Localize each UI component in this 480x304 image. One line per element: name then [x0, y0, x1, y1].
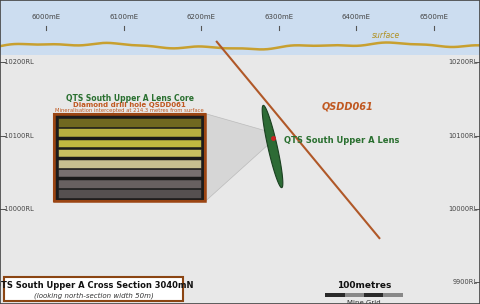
- Text: surface: surface: [372, 31, 400, 40]
- Text: (looking north-section width 50m): (looking north-section width 50m): [34, 292, 154, 299]
- Text: 6200mE: 6200mE: [187, 14, 216, 20]
- Bar: [58, 189, 201, 198]
- Text: 10200RL: 10200RL: [448, 59, 478, 65]
- Polygon shape: [205, 113, 269, 202]
- FancyBboxPatch shape: [4, 277, 183, 301]
- Bar: [54, 113, 205, 202]
- Text: 6500mE: 6500mE: [419, 14, 448, 20]
- Bar: [58, 179, 201, 188]
- Text: 6100mE: 6100mE: [109, 14, 138, 20]
- Bar: [54, 113, 205, 202]
- Text: Mine Grid: Mine Grid: [347, 300, 381, 304]
- Bar: [383, 293, 403, 297]
- Text: 6300mE: 6300mE: [264, 14, 293, 20]
- Bar: [58, 169, 201, 178]
- Text: 6400mE: 6400mE: [342, 14, 371, 20]
- Bar: [58, 128, 201, 137]
- Polygon shape: [262, 105, 283, 188]
- Bar: [58, 118, 201, 127]
- Text: QTS South Upper A Lens: QTS South Upper A Lens: [284, 136, 399, 145]
- Text: QTS South Upper A Cross Section 3040mN: QTS South Upper A Cross Section 3040mN: [0, 281, 193, 290]
- Text: -10200RL: -10200RL: [2, 59, 34, 65]
- Bar: [364, 293, 383, 297]
- Text: 6000mE: 6000mE: [32, 14, 61, 20]
- Text: 10000RL: 10000RL: [448, 206, 478, 212]
- Text: 100metres: 100metres: [336, 282, 391, 290]
- Text: QTS South Upper A Lens Core: QTS South Upper A Lens Core: [66, 94, 193, 103]
- Text: Mineralisation intercepted at 214.3 metres from surface: Mineralisation intercepted at 214.3 metr…: [55, 108, 204, 113]
- Text: -10000RL: -10000RL: [2, 206, 34, 212]
- Text: 10100RL: 10100RL: [448, 133, 478, 139]
- Text: QSDD061: QSDD061: [321, 101, 373, 111]
- Bar: [345, 293, 364, 297]
- Bar: [58, 138, 201, 147]
- Bar: [58, 159, 201, 168]
- Bar: [0, 0, 480, 55]
- Text: Diamond drill hole QSDD061: Diamond drill hole QSDD061: [73, 102, 186, 109]
- Text: -10100RL: -10100RL: [2, 133, 34, 139]
- Bar: [58, 149, 201, 157]
- Text: 9900RL: 9900RL: [453, 279, 478, 285]
- Bar: [325, 293, 345, 297]
